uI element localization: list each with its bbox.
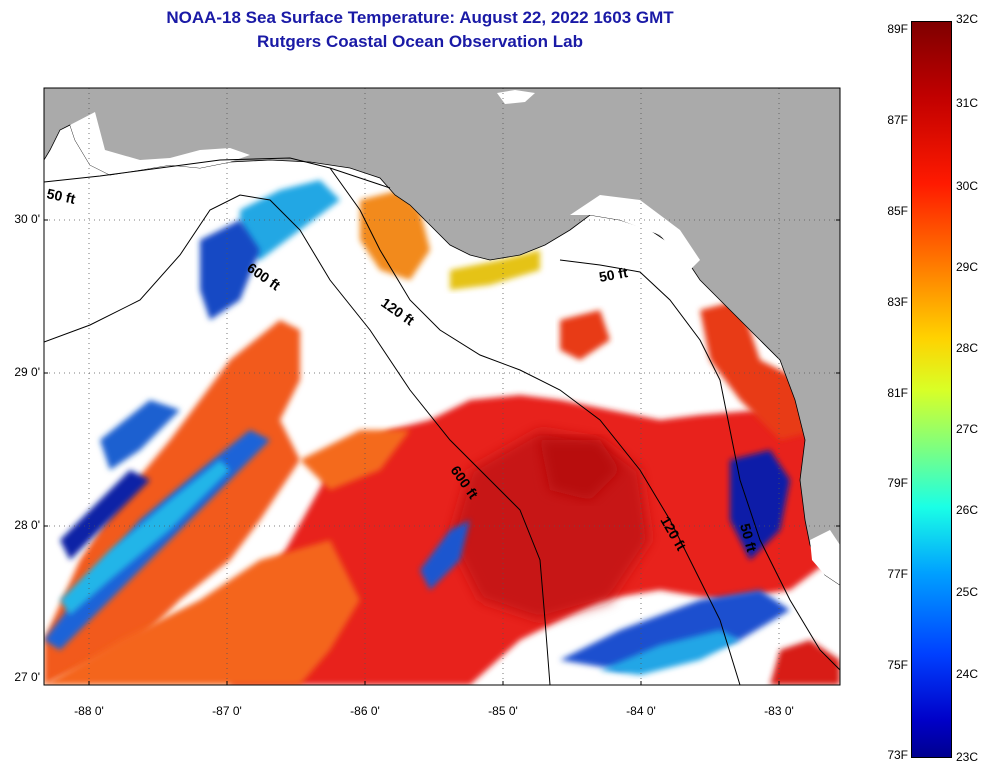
lon-label-87: -87 0' (212, 704, 242, 718)
colorbar-f-label: 75F (887, 658, 908, 672)
lat-label-29: 29 0' (14, 365, 40, 379)
colorbar-c-label: 29C (956, 260, 979, 274)
coastal-cloud (70, 112, 250, 175)
sst-nearshore (560, 310, 610, 360)
colorbar-f-label: 85F (887, 204, 908, 218)
colorbar-f-label: 89F (887, 22, 908, 36)
colorbar-c-label: 26C (956, 503, 979, 517)
colorbar-c-label: 27C (956, 422, 979, 436)
colorbar-c-label: 24C (956, 667, 979, 681)
sst-cool-streak (60, 460, 230, 615)
sst-cold-streak (60, 470, 150, 560)
colorbar-f-label: 83F (887, 295, 908, 309)
isobath-label-50ft: 50 ft (45, 185, 77, 207)
isobath-50ft-east (559, 259, 840, 671)
map-frame (43, 87, 841, 686)
sst-orange-south (44, 540, 360, 685)
sst-field (44, 180, 840, 685)
isobath-50ft-west (44, 157, 391, 189)
colorbar-c-label: 32C (956, 12, 979, 26)
isobath-label-50ft: 50 ft (737, 522, 760, 554)
isobath-120ft (329, 167, 741, 685)
isobaths (44, 157, 840, 685)
axis-ticks (44, 219, 840, 685)
lon-label-84: -84 0' (626, 704, 656, 718)
coastal-cloud (810, 530, 840, 585)
coastal-cloud (570, 195, 700, 270)
sst-cool-patch (730, 450, 790, 560)
colorbar-c-label: 28C (956, 341, 979, 355)
lat-label-28: 28 0' (14, 518, 40, 532)
sst-nearshore (450, 250, 540, 290)
sst-warm-coast (770, 640, 840, 685)
isobath-label-50ft: 50 ft (598, 264, 629, 285)
map-title: NOAA-18 Sea Surface Temperature: August … (166, 8, 674, 27)
colorbar-f-label: 79F (887, 476, 908, 490)
colorbar (911, 21, 952, 758)
sst-hot-core (540, 440, 620, 500)
sst-cool-patch (420, 520, 470, 590)
lon-label-88: -88 0' (74, 704, 104, 718)
colorbar-f-label: 73F (887, 748, 908, 762)
sst-nearshore (700, 300, 820, 440)
isobath-600ft (44, 194, 551, 685)
colorbar-c-label: 31C (956, 96, 979, 110)
sst-nearshore (360, 190, 430, 280)
lon-label-86: -86 0' (350, 704, 380, 718)
sst-nearshore (200, 220, 260, 320)
colorbar-c-label: 23C (956, 750, 979, 764)
colorbar-f-label: 77F (887, 567, 908, 581)
colorbar-c-label: 30C (956, 179, 979, 193)
lon-label-83: -83 0' (764, 704, 794, 718)
sst-cool-streak (100, 400, 180, 470)
lat-label-27: 27 0' (14, 670, 40, 684)
colorbar-f-label: 81F (887, 386, 908, 400)
lat-label-30: 30 0' (14, 212, 40, 226)
sst-orange-center (300, 430, 410, 490)
colorbar-c-label: 25C (956, 585, 979, 599)
sst-cool-patch (600, 630, 740, 675)
colorbar-f-label: 87F (887, 113, 908, 127)
coastal-cloud (497, 90, 535, 104)
sst-cool-patch (560, 590, 790, 670)
map-subtitle: Rutgers Coastal Ocean Observation Lab (257, 32, 583, 51)
lon-label-85: -85 0' (488, 704, 518, 718)
